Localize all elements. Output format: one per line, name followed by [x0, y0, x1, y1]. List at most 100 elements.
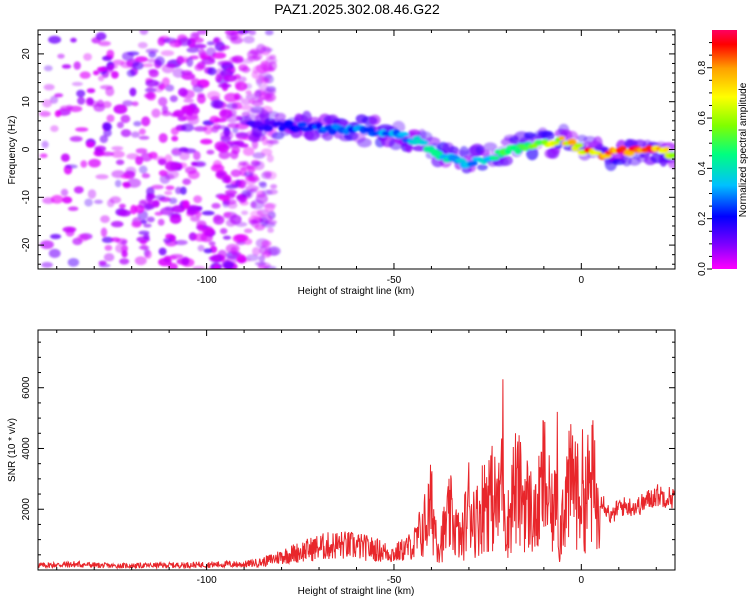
noise-blob: [245, 93, 258, 100]
noise-blob: [76, 89, 86, 98]
ridge-core: [470, 160, 478, 166]
noise-blob: [131, 221, 142, 228]
noise-blob: [135, 148, 148, 154]
noise-blob: [151, 108, 161, 118]
noise-blob: [236, 254, 247, 264]
noise-blob: [73, 186, 84, 194]
noise-blob: [165, 185, 175, 191]
figure-title: PAZ1.2025.302.08.46.G22: [274, 1, 440, 17]
noise-blob: [71, 81, 83, 87]
noise-blob: [181, 123, 194, 132]
noise-blob: [60, 153, 70, 162]
noise-blob: [267, 227, 274, 233]
noise-blob: [245, 164, 258, 172]
noise-blob: [94, 145, 107, 152]
noise-blob: [216, 172, 225, 177]
noise-blob: [110, 220, 124, 228]
noise-blob: [243, 228, 253, 234]
noise-blob: [158, 170, 168, 177]
noise-blob: [169, 214, 182, 224]
noise-blob: [98, 260, 107, 266]
noise-blob: [197, 92, 205, 98]
noise-blob: [226, 263, 233, 269]
noise-blob: [232, 127, 239, 134]
noise-blob: [170, 253, 184, 259]
noise-blob: [200, 138, 213, 145]
noise-blob: [62, 226, 77, 233]
noise-blob: [140, 219, 147, 224]
noise-blob: [80, 160, 88, 168]
noise-blob: [43, 84, 55, 91]
colorbar-tick-label: 0.6: [697, 111, 708, 125]
noise-blob: [130, 204, 138, 215]
noise-blob: [270, 184, 278, 189]
noise-blob: [227, 201, 238, 209]
y-tick-label: 0: [21, 146, 32, 152]
noise-blob: [234, 234, 249, 242]
noise-blob: [120, 129, 132, 138]
noise-blob: [40, 240, 54, 250]
noise-blob: [147, 68, 158, 74]
noise-blob: [84, 198, 93, 207]
noise-blob: [147, 58, 157, 63]
y-tick-label: 10: [21, 96, 32, 108]
noise-blob: [239, 104, 254, 111]
noise-blob: [138, 135, 150, 140]
spectrogram-heatmap: [39, 30, 675, 269]
x-tick-label: 0: [579, 575, 585, 586]
noise-blob: [42, 99, 52, 108]
colorbar-tick-label: 0.2: [697, 211, 708, 225]
noise-blob: [263, 78, 271, 84]
noise-blob: [245, 175, 257, 186]
noise-blob: [161, 110, 172, 117]
y-tick-label: 4000: [21, 437, 32, 460]
noise-blob: [144, 92, 155, 99]
noise-blob: [104, 244, 113, 251]
noise-blob: [138, 165, 148, 174]
noise-blob: [39, 110, 51, 117]
noise-blob: [269, 54, 277, 60]
ridge-halo: [477, 164, 488, 171]
noise-blob: [261, 240, 272, 248]
noise-blob: [146, 85, 154, 92]
noise-blob: [188, 103, 196, 112]
noise-blob: [168, 262, 178, 269]
noise-blob: [218, 83, 232, 88]
colorbar-tick-label: 0.0: [697, 262, 708, 276]
noise-blob: [73, 61, 81, 70]
noise-blob: [119, 203, 126, 209]
noise-blob: [238, 64, 248, 71]
noise-blob: [212, 36, 223, 47]
noise-blob: [265, 139, 278, 144]
noise-blob: [41, 261, 53, 268]
noise-blob: [164, 206, 174, 211]
noise-blob: [254, 261, 267, 266]
snr-panel: -100 -50 0 2000 4000 6000 Height of straight …: [7, 329, 676, 597]
x-tick-label: -100: [197, 275, 217, 286]
noise-blob: [172, 67, 185, 78]
noise-blob: [139, 239, 147, 245]
noise-blob: [210, 164, 225, 172]
noise-blob: [106, 114, 115, 123]
noise-blob: [182, 178, 192, 185]
ridge-core: [567, 138, 577, 146]
noise-blob: [263, 88, 277, 96]
noise-blob: [61, 64, 72, 69]
ridge-core: [574, 143, 584, 148]
noise-blob: [122, 181, 130, 187]
noise-blob: [99, 85, 114, 90]
noise-blob: [87, 189, 97, 199]
noise-blob: [100, 227, 108, 238]
ridge-core: [668, 152, 675, 159]
ridge-halo: [499, 155, 513, 166]
noise-blob: [114, 179, 122, 188]
noise-blob: [206, 90, 221, 100]
noise-blob: [266, 154, 274, 163]
noise-blob: [163, 237, 172, 244]
noise-blob: [230, 246, 238, 253]
ridge-halo: [357, 137, 372, 148]
noise-blob: [93, 103, 105, 112]
noise-blob: [202, 227, 215, 237]
noise-blob: [120, 114, 131, 124]
noise-blob: [118, 209, 131, 217]
